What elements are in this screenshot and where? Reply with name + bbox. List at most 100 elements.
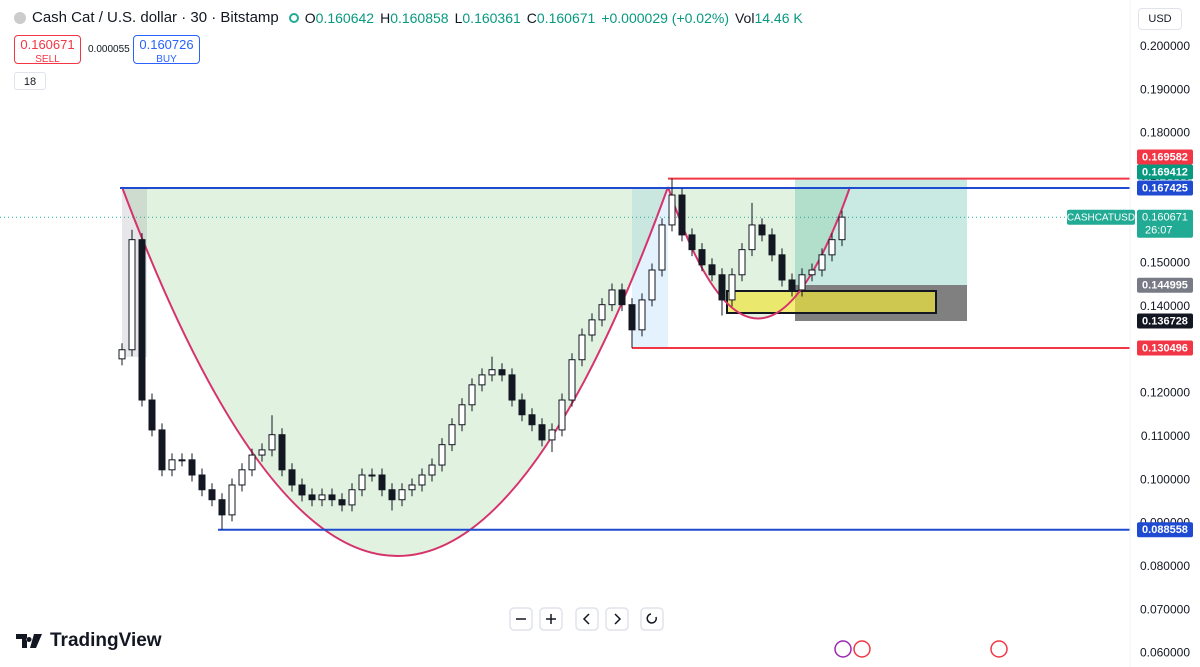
candle-body	[368, 474, 376, 477]
candle-body	[188, 459, 196, 476]
symbol-tag	[1067, 209, 1135, 225]
ohlc-label: L	[454, 9, 463, 26]
candle-body	[268, 434, 276, 451]
candle-body	[718, 274, 726, 301]
event-icon[interactable]	[834, 640, 852, 658]
price-tag-label: 0.136728	[1142, 315, 1188, 327]
scroll-right-button[interactable]	[605, 607, 629, 631]
candle-body	[798, 274, 806, 291]
candle-body	[528, 414, 536, 426]
price-levels	[0, 177, 1130, 531]
volume-label: Vol	[734, 9, 755, 26]
candle-body	[828, 239, 836, 256]
currency: USD	[1148, 13, 1172, 25]
y-tick-label: 0.080000	[1140, 559, 1190, 573]
candle-body	[738, 249, 746, 276]
candle-body	[498, 369, 506, 376]
candle-body	[148, 399, 156, 431]
candle-body	[218, 499, 226, 516]
candle-body	[198, 474, 206, 491]
candle-body	[588, 319, 596, 336]
y-tick-label: 0.100000	[1140, 472, 1190, 486]
y-tick-label: 0.140000	[1140, 299, 1190, 313]
price-tag-label: 0.088558	[1142, 524, 1188, 536]
sell-label: SELL	[35, 54, 60, 65]
price-tag	[1137, 164, 1193, 180]
candle-body	[628, 304, 636, 331]
candle-body	[118, 349, 126, 360]
volume-value: 14.46 K	[754, 9, 803, 26]
y-tick-label: 0.190000	[1140, 82, 1190, 96]
candle-body	[298, 484, 306, 496]
candle-body	[768, 234, 776, 256]
symbol-header: Cash Cat / U.S. dollar · 30 · Bitstamp O…	[14, 9, 803, 26]
icon	[614, 613, 622, 625]
candle-body	[578, 334, 586, 361]
brand-logo	[16, 634, 42, 648]
symbol-icon	[14, 11, 26, 24]
icon	[646, 613, 657, 624]
y-tick-label: 0.200000	[1140, 39, 1190, 53]
sell-button[interactable]: 0.160671 SELL	[14, 35, 81, 65]
candle-body	[248, 454, 256, 471]
market-status	[288, 12, 299, 23]
candle-body	[258, 449, 266, 456]
price-tags: 0.169582 0.169412 0.167425 0.144995 0.136728…	[1067, 149, 1193, 538]
candle-body	[778, 254, 786, 281]
candle-body	[728, 274, 736, 301]
logo-shape	[16, 634, 42, 648]
buy-price: 0.160726	[139, 37, 194, 52]
ohlc-label: O	[304, 9, 316, 26]
candle-body	[348, 489, 356, 506]
candle-body	[438, 444, 446, 466]
y-tick-label: 0.070000	[1140, 602, 1190, 616]
candle-body	[168, 459, 176, 471]
price-tag	[1137, 180, 1193, 196]
price-tag-label: 0.169582	[1142, 151, 1188, 163]
cup-curve	[121, 186, 669, 557]
buy-label: BUY	[156, 54, 177, 65]
indicators-count: 18	[23, 76, 37, 88]
candle-body	[838, 216, 846, 241]
reset-button[interactable]	[640, 607, 664, 631]
candle-body	[548, 429, 556, 441]
symbol-title: Cash Cat / U.S. dollar · 30 · Bitstamp	[32, 9, 279, 26]
candle-body	[208, 489, 216, 501]
candle-body	[418, 474, 426, 486]
y-tick-label: 0.110000	[1141, 429, 1190, 443]
candle-body	[358, 474, 366, 491]
brand[interactable]: TradingView	[16, 630, 162, 652]
price-tag	[1137, 340, 1193, 356]
current-price-label: 0.160671	[1142, 212, 1188, 224]
change: +0.000029 (+0.02%)	[601, 9, 729, 26]
candle-body	[558, 399, 566, 431]
candle-body	[608, 289, 616, 306]
candle-body	[428, 464, 436, 476]
candle-body	[238, 469, 246, 486]
candle-body	[228, 484, 236, 516]
currency-button[interactable]: USD	[1138, 8, 1182, 30]
candle-body	[488, 369, 496, 376]
candle-body	[468, 384, 476, 406]
scroll-left-button[interactable]	[575, 607, 599, 631]
candle-body	[158, 429, 166, 471]
candle-body	[648, 269, 656, 301]
candle-body	[808, 269, 816, 276]
candle-body	[318, 494, 326, 501]
cup-fill	[122, 187, 668, 556]
spread: 0.000055	[88, 44, 130, 55]
buy-button[interactable]: 0.160726 BUY	[133, 35, 200, 65]
event-icon[interactable]	[990, 640, 1008, 658]
candle-body	[448, 424, 456, 446]
event-icon[interactable]	[853, 640, 871, 658]
candle-body	[538, 424, 546, 441]
candle-body	[398, 489, 406, 501]
ohlc-value: 0.160642	[315, 9, 375, 26]
indicators-toggle[interactable]: 18	[14, 72, 46, 90]
price-tag	[1137, 277, 1193, 293]
candle-body	[288, 469, 296, 486]
current-price-tag	[1137, 209, 1193, 238]
candle-body	[688, 234, 696, 251]
price-axis: 0.2000000.1900000.1800000.1700000.160000…	[1129, 0, 1190, 667]
price-tag-label: 0.130496	[1142, 342, 1188, 354]
